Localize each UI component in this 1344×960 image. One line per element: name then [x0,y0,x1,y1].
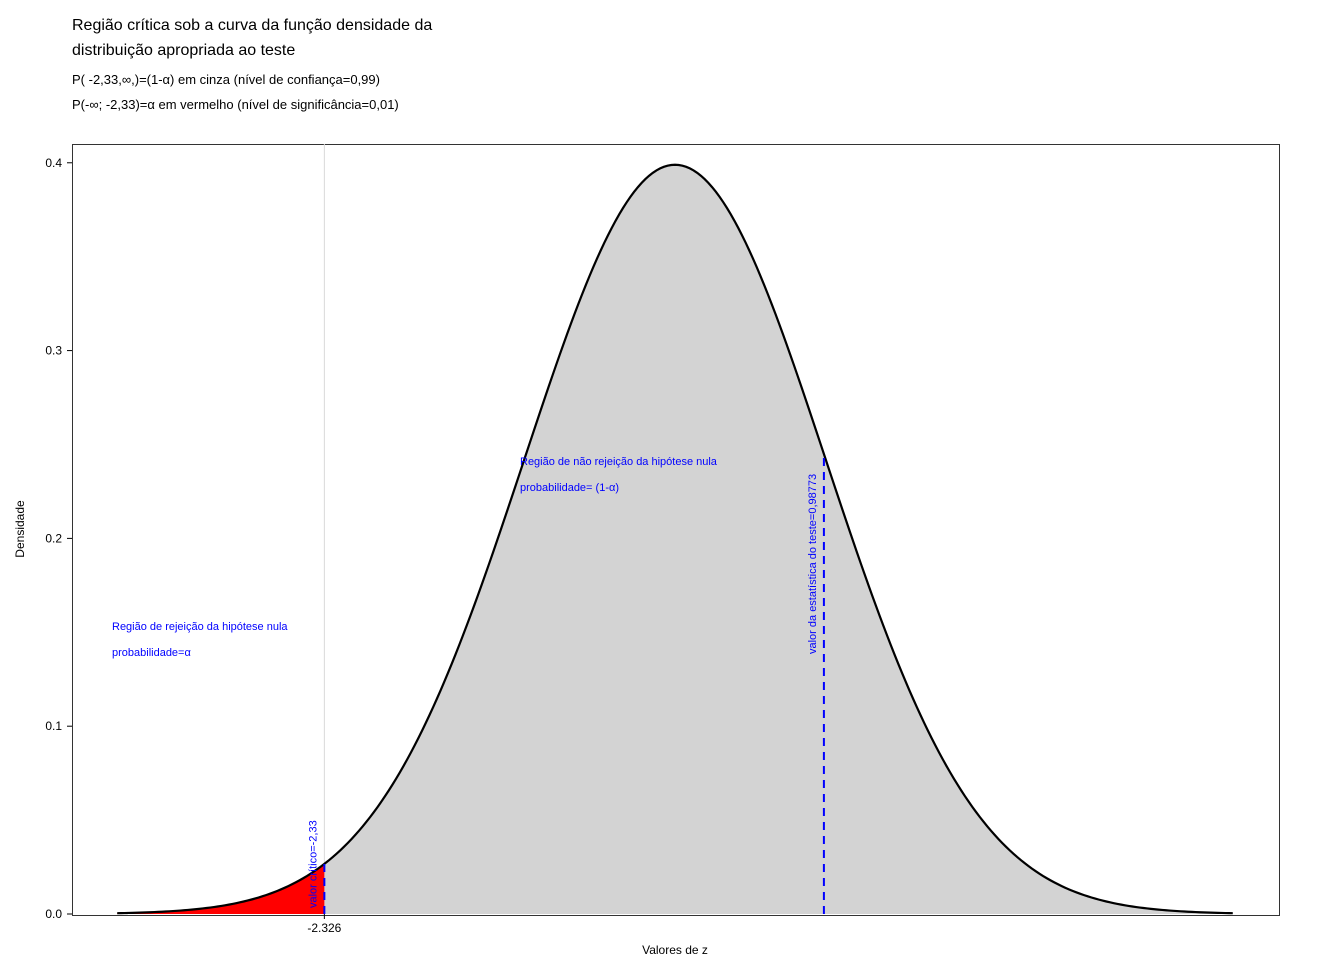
ytick-label: 0.4 [45,156,62,170]
annotation-accept-line2: probabilidade= (1-α) [520,482,619,494]
label-statistic: valor da estatística do teste=0,98773 [807,474,819,654]
y-axis-label: Densidade [13,500,27,558]
ytick-label: 0.3 [45,344,62,358]
annotation-accept-line1: Região de não rejeição da hipótese nula [520,456,718,468]
accept-region [324,165,1232,914]
xtick-label: -2.326 [307,921,341,935]
plot-svg: valor crítico=-2,33 valor da estatística … [0,0,1344,960]
ytick-label: 0.1 [45,719,62,733]
annotation-reject-line1: Região de rejeição da hipótese nula [112,621,288,633]
chart-container: Região crítica sob a curva da função den… [0,0,1344,960]
label-critical: valor crítico=-2,33 [307,820,319,908]
annotation-reject-line2: probabilidade=α [112,647,191,659]
x-axis-label: Valores de z [642,943,708,957]
ytick-label: 0.2 [45,531,62,545]
ytick-label: 0.0 [45,907,62,921]
